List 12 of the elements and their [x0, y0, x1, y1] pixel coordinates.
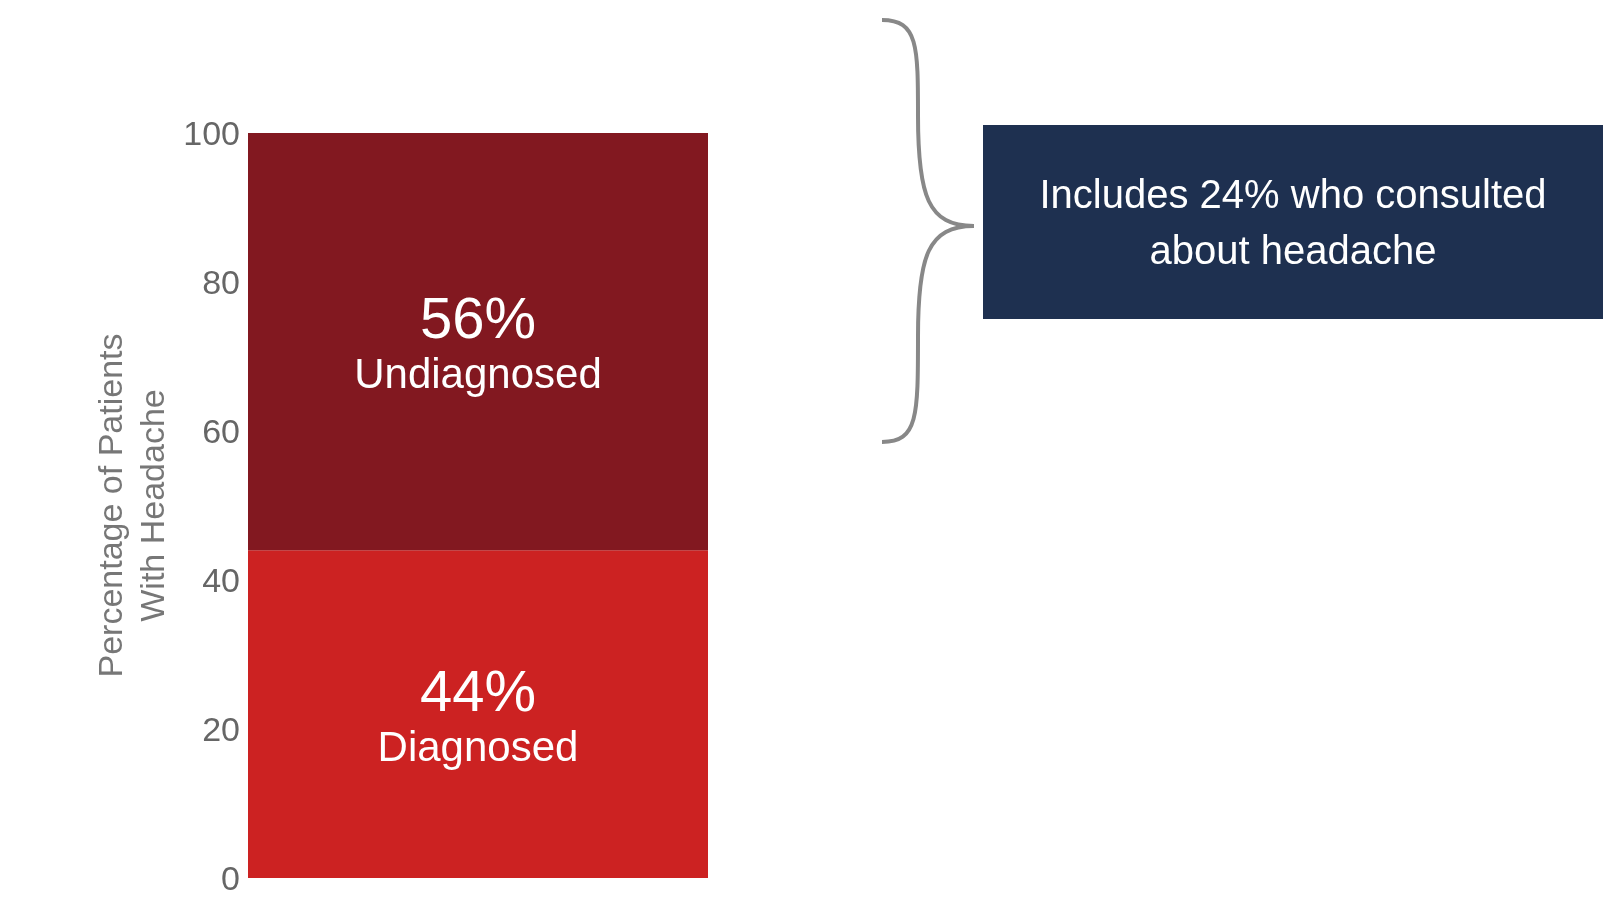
y-tick-label: 40 — [202, 561, 240, 599]
series-label: Diagnosed — [377, 722, 579, 770]
y-tick-label: 100 — [183, 114, 240, 152]
y-tick-label: 0 — [221, 859, 240, 897]
y-tick-label: 80 — [202, 263, 240, 301]
data-label: 44% — [419, 657, 537, 723]
y-tick-label: 20 — [202, 710, 240, 748]
y-tick-label: 60 — [202, 412, 240, 450]
series-label: Undiagnosed — [354, 350, 602, 398]
y-axis-title: Percentage of Patients With Headache — [91, 333, 171, 678]
data-label: 56% — [419, 285, 537, 351]
text: Includes 24% who consulted about headache — [983, 125, 1603, 319]
